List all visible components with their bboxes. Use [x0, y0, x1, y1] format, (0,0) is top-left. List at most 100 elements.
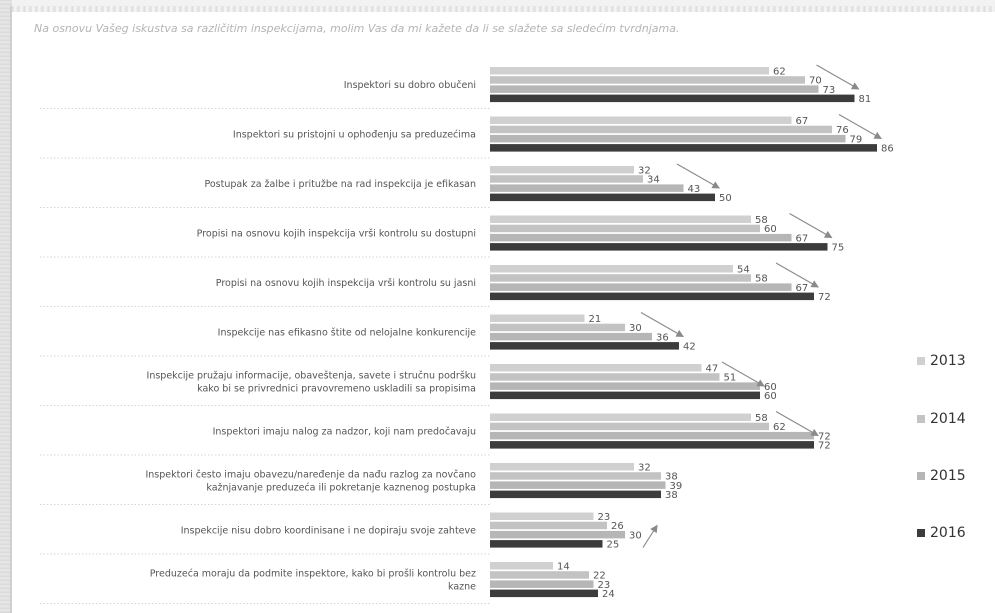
data-label: 58 — [755, 413, 768, 424]
data-label: 22 — [593, 571, 606, 582]
category-label: kako bi se privrednici pravovremeno uskl… — [197, 384, 476, 395]
bar — [490, 116, 792, 124]
data-label: 62 — [773, 422, 786, 433]
data-label: 79 — [850, 134, 863, 145]
category-label: kazne — [448, 582, 476, 593]
trend-arrow — [676, 163, 720, 189]
trend-arrow — [838, 114, 882, 140]
trend-arrow — [640, 312, 684, 338]
bar — [490, 224, 760, 233]
bar — [490, 342, 679, 350]
trend-arrow — [775, 411, 819, 437]
chart-subtitle: Na osnovu Vašeg iskustva sa različitim i… — [34, 22, 680, 35]
trend-arrow — [642, 524, 658, 548]
data-label: 67 — [796, 116, 809, 127]
data-label: 60 — [764, 382, 777, 393]
legend-swatch — [917, 415, 925, 423]
scan-edge — [0, 0, 12, 613]
data-label: 24 — [602, 589, 615, 600]
legend-label: 2015 — [930, 468, 966, 484]
data-label: 25 — [607, 540, 620, 551]
bar — [490, 166, 634, 174]
category-label: Inspektori često imaju obavezu/naređenje… — [145, 470, 476, 481]
bar — [490, 144, 877, 152]
scan-top-rule — [12, 6, 995, 12]
bar — [490, 215, 751, 223]
bar — [490, 431, 814, 440]
data-label: 26 — [611, 521, 624, 532]
data-label: 23 — [598, 512, 611, 523]
data-label: 62 — [773, 67, 786, 78]
bar — [490, 481, 666, 489]
data-label: 43 — [688, 184, 701, 195]
trend-arrow — [775, 262, 819, 288]
bar — [490, 413, 751, 421]
bar — [490, 67, 769, 75]
bar — [490, 314, 585, 322]
bar — [490, 323, 625, 332]
bar — [490, 175, 643, 183]
data-label: 14 — [557, 562, 570, 573]
data-label: 50 — [719, 193, 732, 204]
category-label: Propisi na osnovu kojih inspekcija vrši … — [197, 229, 476, 240]
trend-arrow — [721, 361, 765, 387]
bar — [490, 134, 846, 143]
bar — [490, 243, 828, 251]
chart-panel — [10, 6, 995, 613]
bar — [490, 441, 814, 449]
data-label: 30 — [629, 530, 642, 541]
category-label: Inspekcije nisu dobro koordinisane i ne … — [181, 526, 476, 537]
data-label: 70 — [809, 76, 822, 87]
bar — [490, 580, 594, 588]
bar — [490, 562, 553, 570]
data-label: 67 — [796, 233, 809, 244]
data-label: 60 — [764, 391, 777, 402]
category-label: Inspektori imaju nalog za nadzor, koji n… — [213, 427, 476, 438]
data-label: 81 — [859, 94, 872, 105]
legend-label: 2013 — [930, 353, 966, 369]
bar — [490, 463, 634, 471]
data-label: 21 — [589, 314, 602, 325]
bar — [490, 521, 607, 530]
bar — [490, 184, 684, 192]
data-label: 60 — [764, 224, 777, 235]
bar — [490, 283, 792, 291]
bar — [490, 490, 661, 499]
category-label: Inspekcije pružaju informacije, obavešte… — [147, 371, 476, 382]
data-label: 72 — [818, 292, 831, 303]
bar — [490, 422, 769, 431]
legend-swatch — [917, 529, 925, 537]
bar — [490, 233, 792, 242]
data-label: 76 — [836, 125, 849, 136]
data-label: 47 — [706, 364, 719, 375]
bar — [490, 274, 751, 282]
data-label: 72 — [818, 441, 831, 452]
category-label: Inspektori su pristojni u ophođenju sa p… — [233, 130, 476, 141]
data-label: 23 — [598, 580, 611, 591]
category-label: Preduzeća moraju da podmite inspektore, … — [150, 569, 476, 580]
data-label: 39 — [670, 481, 683, 492]
data-label: 58 — [755, 215, 768, 226]
bar — [490, 85, 819, 93]
legend-swatch — [917, 472, 925, 480]
data-label: 38 — [665, 472, 678, 483]
bar — [490, 332, 652, 341]
legend-label: 2014 — [930, 411, 966, 427]
legend-label: 2016 — [930, 525, 966, 541]
bar — [490, 125, 832, 134]
data-label: 72 — [818, 431, 831, 442]
bar — [490, 364, 702, 372]
bar — [490, 373, 720, 381]
bar — [490, 265, 733, 273]
category-label: Postupak za žalbe i pritužbe na rad insp… — [204, 179, 476, 190]
data-label: 75 — [832, 243, 845, 254]
bar — [490, 382, 760, 390]
data-label: 51 — [724, 373, 737, 384]
data-label: 36 — [656, 332, 669, 343]
data-label: 54 — [737, 265, 750, 276]
trend-arrow — [816, 64, 860, 90]
data-label: 58 — [755, 274, 768, 285]
legend-swatch — [917, 357, 925, 365]
category-label: Inspektori su dobro obučeni — [344, 80, 476, 91]
